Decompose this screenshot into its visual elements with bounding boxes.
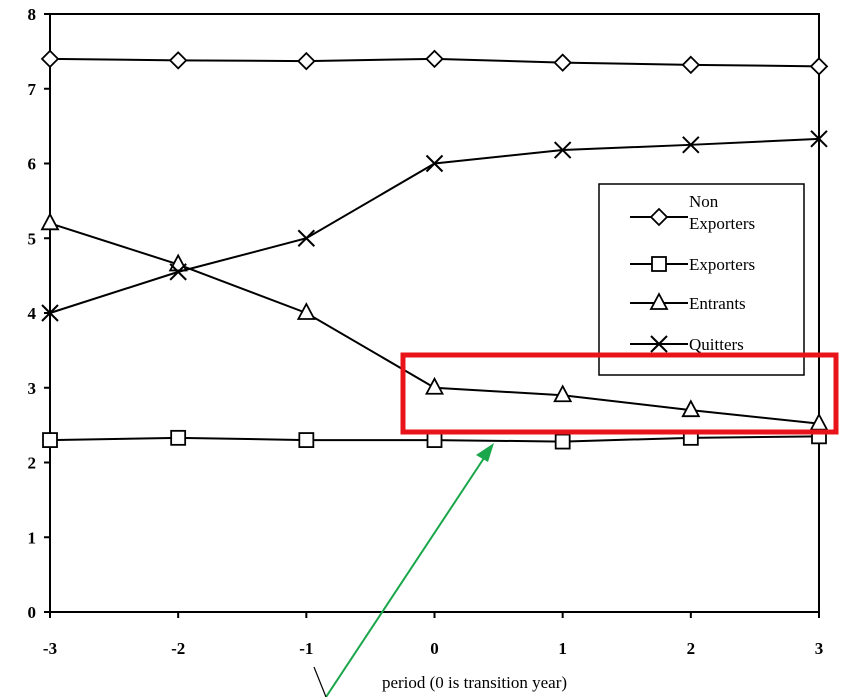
y-tick-label: 1 [28,528,37,547]
legend-marker-entrants [649,292,669,310]
x-marker-stroke [650,335,668,353]
legend-marker-non-exporters [649,207,669,227]
annotation-arrow-line [325,454,487,697]
legend-label-line: Entrants [689,294,746,313]
series-exporters [42,428,827,450]
legend-label-entrants: Entrants [689,294,746,313]
legend-label-quitters: Quitters [689,335,744,354]
legend-label-line: Exporters [689,255,755,274]
data-point-quitters [41,304,59,322]
data-point-quitters [810,130,828,148]
data-point-quitters [425,154,444,173]
x-marker-stroke [169,263,187,281]
series-quitters [41,130,828,322]
data-point-entrants [681,399,701,418]
x-axis-title: period (0 is transition year) [382,673,567,692]
y-tick-label: 7 [28,80,37,99]
y-tick-label: 3 [28,379,37,398]
data-point-exporters [298,432,315,448]
x-tick-label: 0 [430,639,439,658]
x-marker-stroke [553,141,572,159]
data-point-exporters [170,429,187,446]
legend-label-exporters: Exporters [689,255,755,274]
x-tick-label: 1 [558,639,567,658]
legend-label-non-exporters: Non Exporters [689,192,755,233]
data-point-quitters [297,229,316,247]
data-point-entrants [553,384,573,403]
legend: Non Exporters Exporters Entrants Quitters [598,183,805,376]
x-tick-label: -1 [299,639,313,658]
data-point-exporters [42,432,58,448]
annotations [313,352,839,697]
data-point-exporters [426,432,443,448]
series-non-exporters [40,49,829,76]
data-point-exporters [554,433,571,450]
legend-label-line: Exporters [689,214,755,233]
legend-marker-quitters [650,335,668,353]
data-point-non-exporters [809,57,829,76]
data-point-entrants [40,212,60,231]
legend-marker-exporters [651,256,667,272]
cursor-mark [313,666,327,697]
legend-label-line: Quitters [689,335,744,354]
y-tick-label: 8 [28,5,37,24]
series-entrants [40,212,829,431]
data-point-non-exporters [681,55,701,75]
x-marker-stroke [297,229,316,247]
x-axis-ticks: -3 -2 -1 0 1 2 3 [43,612,823,658]
y-tick-label: 5 [28,229,37,248]
x-marker-stroke [810,130,828,148]
y-tick-label: 0 [28,603,37,622]
x-tick-label: -2 [171,639,185,658]
series-layer [40,49,829,450]
data-point-non-exporters [40,49,60,69]
annotation-arrow-head [476,443,494,462]
data-point-non-exporters [553,53,572,72]
highlight-box [400,352,839,435]
y-axis-ticks: 0 1 2 3 4 5 6 7 8 [28,5,50,622]
data-point-quitters [682,136,700,154]
x-marker-stroke [682,136,700,154]
y-tick-label: 4 [28,304,37,323]
x-tick-label: -3 [43,639,57,658]
x-marker-stroke [425,154,444,173]
x-tick-label: 3 [815,639,824,658]
data-point-non-exporters [168,51,188,70]
data-point-entrants [296,302,316,320]
data-point-quitters [169,263,187,281]
y-tick-label: 2 [28,454,37,473]
x-marker-stroke [41,304,59,322]
data-point-non-exporters [425,49,444,69]
legend-label-line: Non [689,192,719,211]
x-tick-label: 2 [687,639,696,658]
data-point-entrants [425,376,444,395]
y-tick-label: 6 [28,155,37,174]
data-point-non-exporters [297,51,316,71]
data-point-quitters [553,141,572,159]
